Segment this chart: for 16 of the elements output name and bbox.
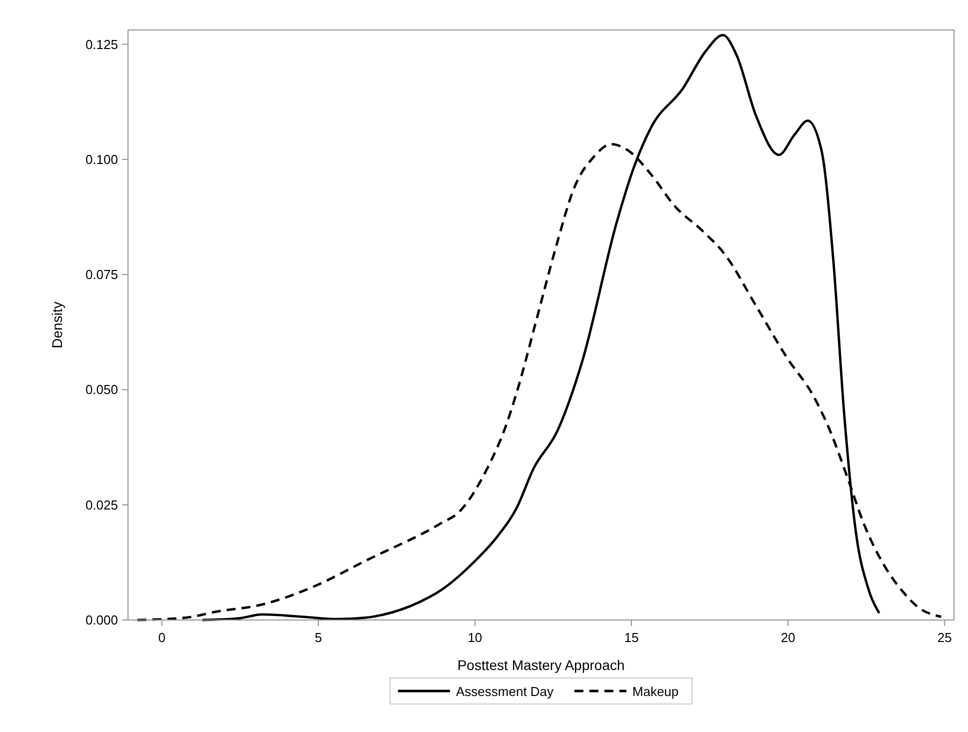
y-tick-label: 0.050 xyxy=(85,382,118,398)
x-tick-label: 25 xyxy=(937,630,952,645)
y-tick-label: 0.100 xyxy=(85,152,118,167)
legend-label: Assessment Day xyxy=(456,684,554,699)
y-axis-title: Density xyxy=(49,302,65,348)
x-tick-label: 20 xyxy=(780,630,796,645)
y-tick-label: 0.125 xyxy=(85,36,118,52)
x-tick-label: 10 xyxy=(468,630,482,645)
y-tick-label: 0.000 xyxy=(85,612,118,628)
x-tick-label: 15 xyxy=(624,630,639,645)
y-tick-label: 0.025 xyxy=(85,497,118,512)
legend-label: Makeup xyxy=(632,684,679,699)
x-tick-label: 5 xyxy=(314,630,322,645)
x-tick-label: 0 xyxy=(158,630,166,645)
y-tick-label: 0.075 xyxy=(85,267,118,282)
x-axis-title: Posttest Mastery Approach xyxy=(457,657,625,673)
